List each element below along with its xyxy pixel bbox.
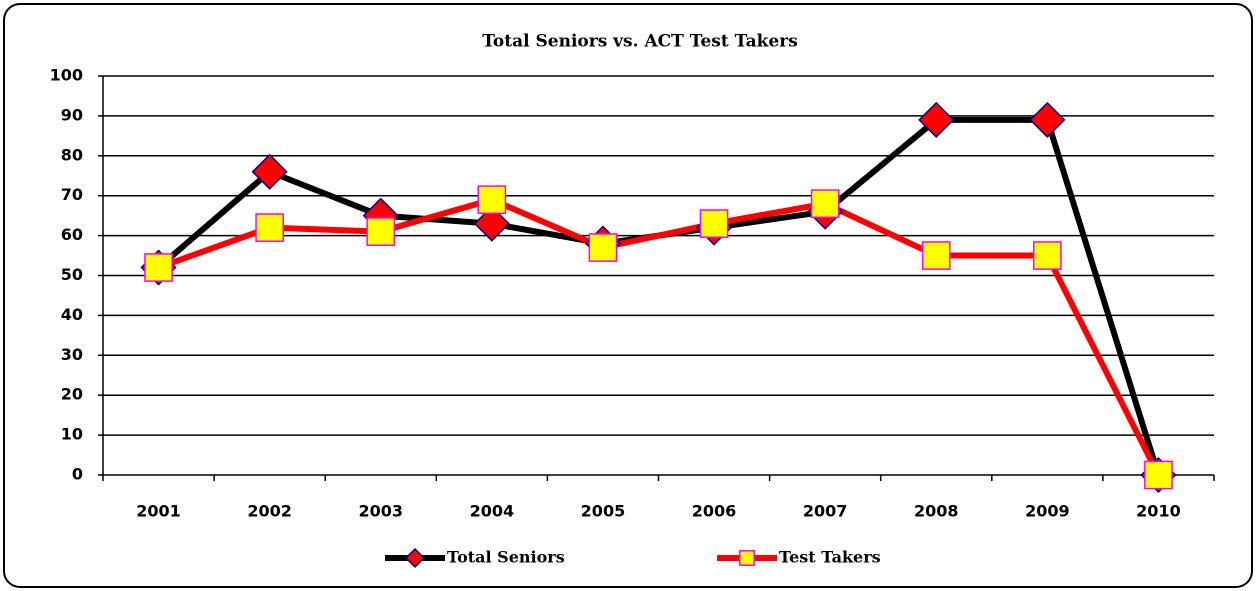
chart-title: Total Seniors vs. ACT Test Takers [482, 32, 798, 52]
marker [255, 213, 284, 242]
marker [918, 101, 955, 138]
marker [1029, 101, 1066, 138]
legend-label: Total Seniors [447, 548, 565, 567]
y-tick-label: 40 [61, 305, 83, 324]
x-tick-label: 2007 [803, 502, 848, 521]
marker [1144, 460, 1173, 490]
y-tick-label: 20 [61, 385, 83, 404]
x-tick-label: 2001 [136, 502, 181, 521]
y-tick-label: 100 [50, 66, 83, 85]
y-tick-label: 60 [61, 225, 83, 244]
y-tick-label: 10 [61, 425, 83, 444]
chart-border [3, 3, 1253, 588]
x-tick-label: 2009 [1025, 502, 1070, 521]
x-tick-label: 2002 [247, 502, 292, 521]
marker [810, 189, 840, 219]
y-tick-label: 30 [61, 345, 83, 364]
marker [921, 241, 951, 270]
marker [699, 209, 729, 238]
marker [477, 185, 507, 215]
marker [144, 253, 173, 282]
x-tick-label: 2008 [914, 502, 959, 521]
x-tick-label: 2005 [581, 502, 626, 521]
y-tick-label: 50 [61, 265, 83, 284]
marker [473, 205, 510, 242]
y-tick-label: 80 [61, 145, 83, 164]
marker [366, 217, 396, 246]
marker [404, 547, 426, 569]
marker [739, 550, 755, 566]
x-tick-label: 2010 [1136, 502, 1181, 521]
marker [588, 233, 618, 262]
x-tick-label: 2006 [692, 502, 737, 521]
y-tick-label: 0 [72, 465, 83, 484]
x-tick-label: 2004 [470, 502, 515, 521]
y-tick-label: 90 [61, 105, 83, 124]
series-line [157, 196, 1162, 477]
y-tick-label: 70 [61, 185, 83, 204]
marker [1033, 241, 1062, 270]
marker [251, 153, 288, 190]
x-tick-label: 2003 [358, 502, 403, 521]
legend-label: Test Takers [779, 548, 881, 567]
